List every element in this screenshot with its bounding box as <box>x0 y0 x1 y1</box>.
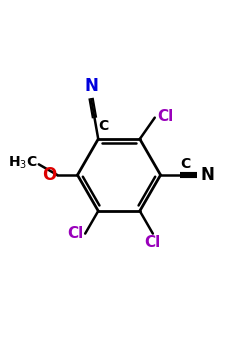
Text: C: C <box>98 119 108 133</box>
Text: N: N <box>200 166 214 184</box>
Text: H$_3$C: H$_3$C <box>8 155 38 172</box>
Text: C: C <box>181 157 191 171</box>
Text: N: N <box>84 77 98 95</box>
Text: Cl: Cl <box>145 236 161 251</box>
Text: Cl: Cl <box>157 109 174 124</box>
Text: O: O <box>42 166 56 184</box>
Text: Cl: Cl <box>67 226 83 241</box>
